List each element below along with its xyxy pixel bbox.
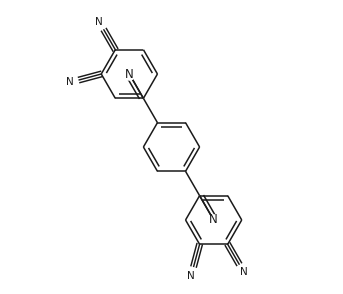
Text: N: N bbox=[125, 68, 134, 81]
Text: N: N bbox=[187, 271, 195, 281]
Text: N: N bbox=[66, 77, 74, 87]
Text: N: N bbox=[240, 268, 248, 278]
Text: N: N bbox=[209, 213, 218, 226]
Text: N: N bbox=[95, 16, 103, 26]
